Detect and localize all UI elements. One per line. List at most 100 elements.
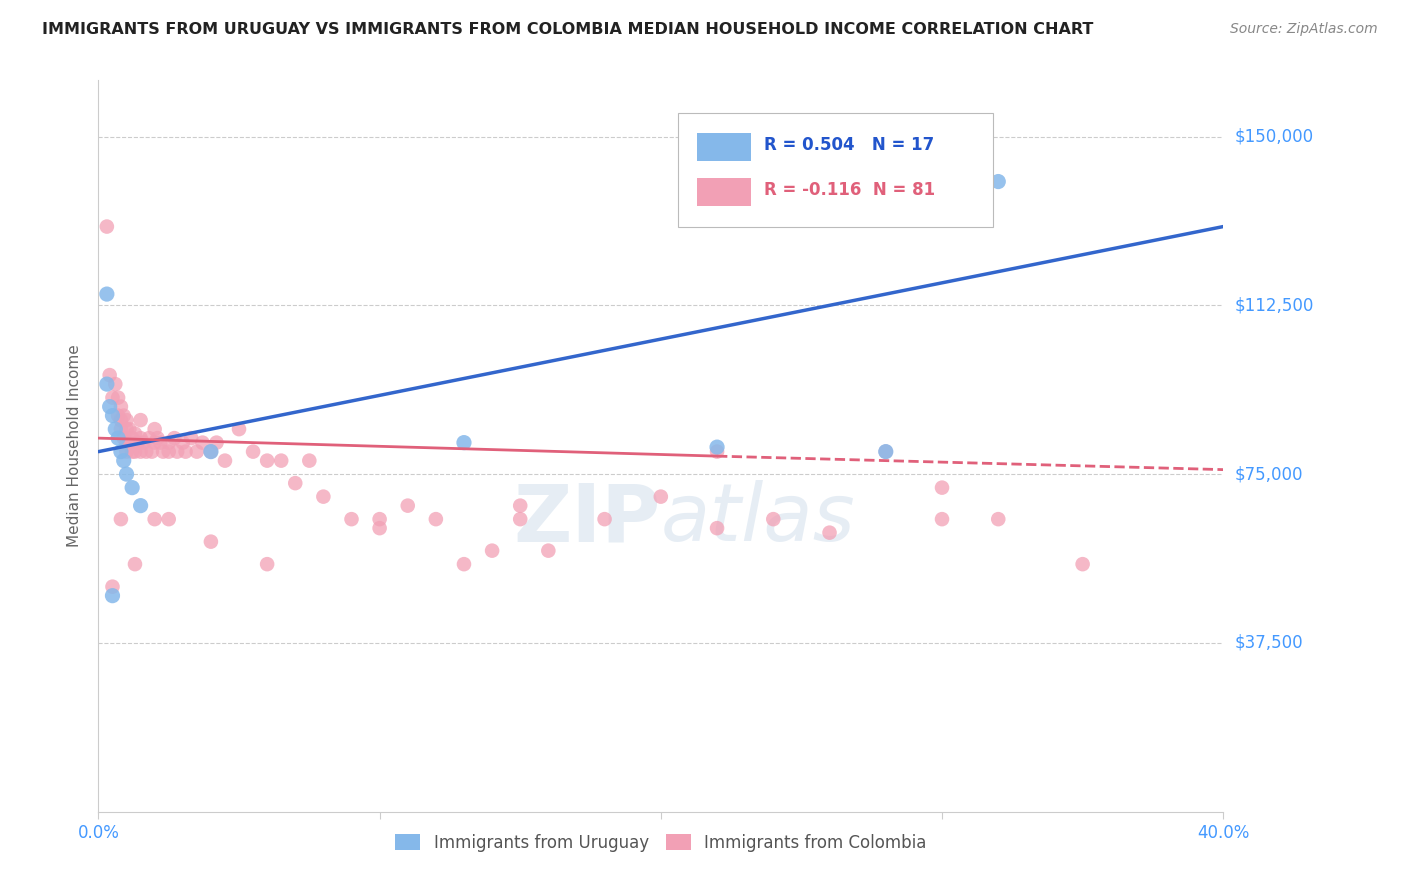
Text: ZIP: ZIP (513, 480, 661, 558)
Point (121, 444, 143, 458)
Point (110, 444, 132, 458)
Point (110, 512, 132, 526)
Point (132, 435, 155, 450)
Point (101, 409, 124, 423)
Point (98, 368, 121, 383)
Point (118, 422, 141, 436)
Point (104, 422, 127, 436)
Text: $37,500: $37,500 (1234, 634, 1303, 652)
Point (987, 175, 1010, 189)
Point (157, 512, 180, 526)
Point (228, 422, 250, 436)
Point (214, 453, 236, 467)
Point (115, 467, 138, 482)
Point (104, 377, 127, 392)
Point (157, 444, 180, 458)
Point (146, 431, 169, 445)
Point (124, 426, 146, 441)
Point (157, 435, 180, 450)
Point (129, 444, 152, 458)
Point (987, 512, 1010, 526)
Point (143, 422, 166, 436)
Point (115, 444, 138, 458)
Point (186, 444, 208, 458)
Point (121, 431, 143, 445)
Point (481, 543, 503, 558)
Point (115, 413, 138, 427)
Point (706, 440, 728, 454)
Point (101, 391, 124, 405)
Point (425, 512, 447, 526)
Text: Source: ZipAtlas.com: Source: ZipAtlas.com (1230, 22, 1378, 37)
Point (127, 435, 149, 450)
Point (101, 580, 124, 594)
Point (312, 490, 335, 504)
Text: IMMIGRANTS FROM URUGUAY VS IMMIGRANTS FROM COLOMBIA MEDIAN HOUSEHOLD INCOME CORR: IMMIGRANTS FROM URUGUAY VS IMMIGRANTS FR… (42, 22, 1094, 37)
Point (509, 499, 531, 513)
Point (143, 512, 166, 526)
FancyBboxPatch shape (697, 178, 751, 206)
Point (152, 444, 174, 458)
Point (537, 543, 560, 558)
Point (593, 512, 616, 526)
Point (141, 444, 163, 458)
Point (98, 400, 121, 414)
Point (762, 512, 785, 526)
Point (256, 453, 278, 467)
Point (453, 557, 475, 571)
Point (368, 512, 391, 526)
Point (121, 481, 143, 495)
Point (706, 444, 728, 458)
Point (112, 409, 135, 423)
Point (172, 435, 194, 450)
Point (129, 499, 152, 513)
Text: $75,000: $75,000 (1234, 465, 1303, 483)
Point (1071, 557, 1094, 571)
Point (107, 431, 129, 445)
Point (110, 400, 132, 414)
Point (180, 431, 202, 445)
Point (135, 444, 157, 458)
Text: $150,000: $150,000 (1234, 128, 1313, 145)
FancyBboxPatch shape (678, 113, 993, 227)
Point (166, 444, 188, 458)
Point (256, 557, 278, 571)
Point (110, 422, 132, 436)
Point (112, 453, 135, 467)
Point (270, 453, 292, 467)
Point (368, 521, 391, 535)
Point (931, 512, 953, 526)
Point (706, 521, 728, 535)
Point (138, 431, 160, 445)
Point (931, 481, 953, 495)
Point (107, 409, 129, 423)
Point (112, 431, 135, 445)
Point (118, 435, 141, 450)
Text: atlas: atlas (661, 480, 856, 558)
Point (129, 431, 152, 445)
Point (143, 435, 166, 450)
Y-axis label: Median Household Income: Median Household Income (67, 344, 83, 548)
Point (115, 422, 138, 436)
Point (200, 534, 222, 549)
Point (191, 435, 214, 450)
Point (124, 444, 146, 458)
Point (96, 219, 118, 234)
FancyBboxPatch shape (697, 133, 751, 161)
Point (149, 435, 172, 450)
Point (96, 377, 118, 392)
Point (818, 525, 841, 540)
Point (101, 589, 124, 603)
Point (242, 444, 264, 458)
Point (163, 431, 186, 445)
Point (124, 557, 146, 571)
Point (129, 413, 152, 427)
Point (284, 476, 307, 491)
Point (340, 512, 363, 526)
Text: $112,500: $112,500 (1234, 296, 1313, 314)
Point (174, 444, 197, 458)
Text: R = -0.116  N = 81: R = -0.116 N = 81 (765, 181, 935, 199)
Point (298, 453, 321, 467)
Point (875, 444, 897, 458)
Point (650, 490, 672, 504)
